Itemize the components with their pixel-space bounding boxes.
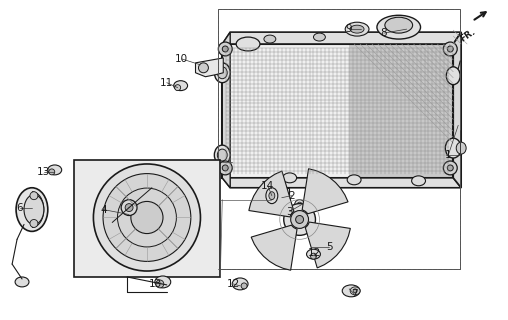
Ellipse shape: [156, 280, 164, 288]
Ellipse shape: [223, 165, 228, 171]
Ellipse shape: [264, 35, 276, 43]
Text: 1: 1: [445, 150, 452, 160]
Text: 12: 12: [308, 248, 321, 258]
Text: 14: 14: [261, 181, 274, 191]
Text: 10: 10: [175, 54, 188, 64]
Polygon shape: [74, 160, 220, 277]
Bar: [218, 9, 460, 269]
Bar: [223, 44, 453, 178]
Ellipse shape: [350, 287, 360, 295]
Ellipse shape: [49, 169, 55, 175]
Polygon shape: [302, 169, 348, 214]
Text: 9: 9: [346, 24, 353, 34]
Polygon shape: [223, 178, 461, 188]
Bar: [218, 9, 460, 269]
Polygon shape: [349, 44, 453, 178]
Text: 2: 2: [289, 191, 295, 201]
Text: 4: 4: [100, 204, 107, 215]
Ellipse shape: [295, 200, 305, 210]
Polygon shape: [223, 32, 461, 44]
Ellipse shape: [16, 188, 48, 231]
Ellipse shape: [24, 195, 44, 224]
Ellipse shape: [155, 276, 171, 288]
Polygon shape: [251, 225, 297, 270]
Ellipse shape: [443, 161, 457, 175]
Ellipse shape: [269, 192, 275, 200]
Ellipse shape: [447, 67, 460, 85]
Text: 3: 3: [287, 206, 293, 217]
Ellipse shape: [347, 175, 361, 185]
Ellipse shape: [223, 46, 228, 52]
Ellipse shape: [313, 33, 326, 41]
Ellipse shape: [266, 188, 278, 204]
Ellipse shape: [131, 201, 163, 234]
Polygon shape: [453, 32, 461, 188]
Ellipse shape: [297, 202, 302, 207]
Text: 6: 6: [17, 203, 23, 212]
Ellipse shape: [218, 161, 232, 175]
Polygon shape: [249, 171, 294, 217]
Ellipse shape: [125, 204, 133, 212]
Ellipse shape: [30, 220, 38, 228]
Ellipse shape: [217, 67, 227, 79]
Ellipse shape: [48, 165, 61, 175]
Ellipse shape: [174, 81, 187, 91]
Ellipse shape: [30, 192, 38, 200]
Ellipse shape: [121, 200, 137, 215]
Ellipse shape: [93, 164, 201, 271]
Ellipse shape: [291, 211, 308, 228]
Ellipse shape: [342, 285, 360, 297]
Ellipse shape: [218, 42, 232, 56]
Ellipse shape: [306, 249, 321, 259]
Text: 7: 7: [351, 289, 358, 299]
Ellipse shape: [284, 204, 315, 235]
Ellipse shape: [217, 149, 227, 161]
Ellipse shape: [345, 22, 369, 36]
Text: 13: 13: [149, 279, 163, 289]
Ellipse shape: [236, 37, 260, 51]
Ellipse shape: [214, 63, 230, 83]
Ellipse shape: [283, 173, 297, 183]
Ellipse shape: [241, 283, 247, 289]
Text: 11: 11: [160, 78, 173, 88]
Ellipse shape: [448, 165, 453, 171]
Polygon shape: [223, 32, 230, 188]
Text: 13: 13: [37, 167, 50, 177]
Ellipse shape: [377, 15, 421, 39]
Ellipse shape: [350, 25, 364, 33]
Text: FR.: FR.: [458, 27, 477, 44]
Text: 8: 8: [380, 28, 387, 38]
Ellipse shape: [15, 277, 29, 287]
Ellipse shape: [411, 176, 426, 186]
Ellipse shape: [103, 174, 191, 261]
Bar: [271, 188, 289, 202]
Ellipse shape: [296, 215, 304, 223]
Text: 5: 5: [326, 242, 333, 252]
Polygon shape: [305, 222, 351, 268]
Ellipse shape: [232, 278, 248, 290]
Ellipse shape: [446, 138, 461, 158]
Polygon shape: [196, 58, 224, 77]
Ellipse shape: [353, 289, 357, 293]
Ellipse shape: [310, 253, 316, 259]
Ellipse shape: [199, 63, 208, 73]
Ellipse shape: [175, 85, 181, 91]
Text: 12: 12: [227, 279, 240, 289]
Ellipse shape: [448, 46, 453, 52]
Ellipse shape: [443, 42, 457, 56]
Ellipse shape: [385, 17, 412, 33]
Ellipse shape: [275, 197, 284, 207]
Ellipse shape: [456, 142, 466, 154]
Ellipse shape: [214, 145, 230, 165]
